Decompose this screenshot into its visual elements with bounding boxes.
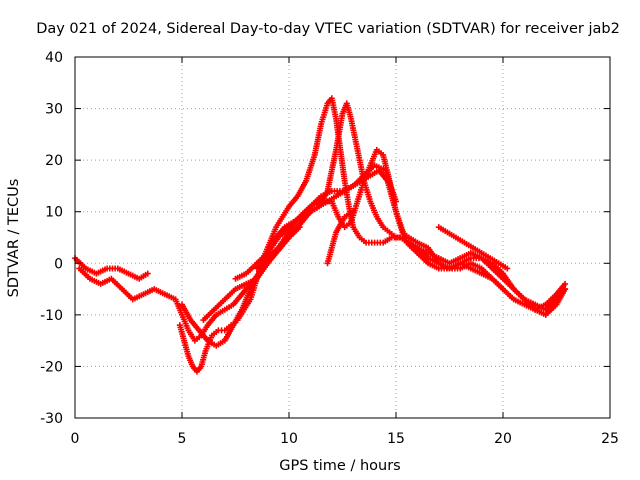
series-track-g (435, 224, 511, 272)
y-tick-label: 40 (45, 50, 63, 66)
series-track-b (76, 167, 569, 344)
y-tick-label: 30 (45, 102, 63, 118)
x-tick-label: 5 (178, 431, 187, 447)
x-axis-title: GPS time / hours (279, 458, 400, 474)
series-track-i (253, 224, 303, 272)
plot-frame (74, 56, 611, 419)
series-track-c (176, 95, 569, 375)
y-tick-label: -30 (40, 411, 63, 427)
data-point (393, 198, 399, 205)
x-tick-label: 25 (601, 431, 619, 447)
x-tick-label: 0 (71, 431, 80, 447)
data-points (72, 95, 569, 375)
data-point (562, 280, 569, 287)
y-tick-label: 0 (54, 256, 63, 272)
series-track-f (232, 162, 399, 282)
series-track-d (179, 100, 569, 349)
data-point (562, 286, 569, 293)
data-point (296, 224, 303, 231)
y-tick-label: 10 (45, 205, 63, 221)
data-point (504, 265, 511, 272)
x-tick-label: 15 (387, 431, 405, 447)
data-point (500, 286, 506, 293)
data-point (144, 270, 151, 277)
chart-title: Day 021 of 2024, Sidereal Day-to-day VTE… (36, 21, 620, 37)
x-tick-label: 10 (280, 431, 298, 447)
y-tick-label: 20 (45, 153, 63, 169)
series-track-h (324, 208, 357, 267)
series-track-e (200, 146, 506, 324)
y-tick-label: -20 (40, 359, 63, 375)
y-tick-label: -10 (40, 308, 63, 324)
data-point (350, 208, 357, 215)
axis-ticks: 0 5 10 15 20 25 -30 -20 -10 0 10 20 30 40 (40, 50, 619, 447)
x-tick-label: 20 (494, 431, 512, 447)
y-axis-title: SDTVAR / TECUs (6, 179, 22, 298)
